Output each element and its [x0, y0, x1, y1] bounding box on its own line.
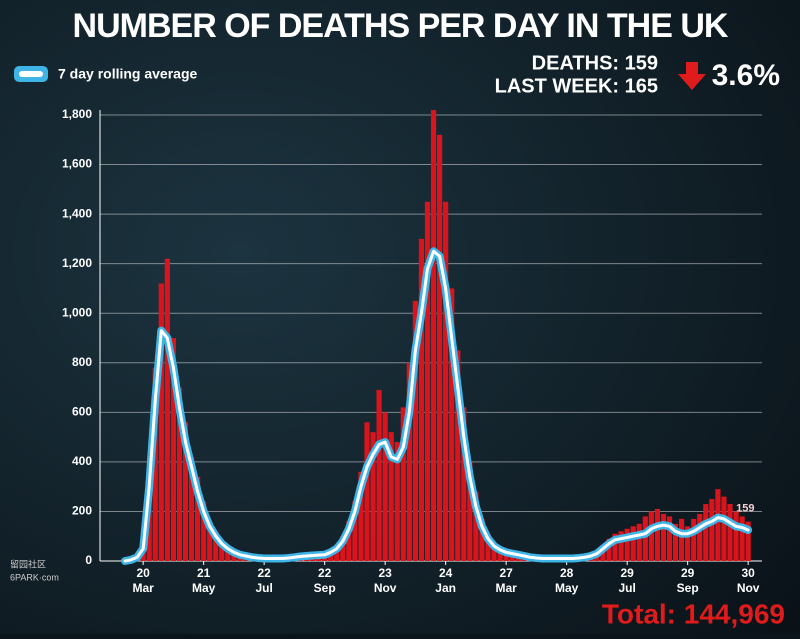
y-tick-label: 800 — [72, 355, 92, 369]
bar — [643, 516, 648, 561]
bar — [733, 511, 738, 561]
bar — [159, 283, 164, 561]
bar — [703, 504, 708, 561]
bar — [437, 135, 442, 561]
bar — [377, 390, 382, 561]
x-tick-label: 22 — [257, 566, 271, 580]
y-tick-label: 0 — [85, 553, 92, 567]
bar — [443, 202, 448, 561]
bar — [721, 497, 726, 561]
bar — [655, 509, 660, 561]
watermark: 留园社区 — [10, 558, 46, 569]
value-label: 159 — [736, 503, 754, 515]
legend-swatch-inner — [19, 71, 43, 77]
last-week-stat: LAST WEEK: 165 — [495, 75, 658, 97]
bar — [631, 526, 636, 561]
x-tick-label: 24 — [439, 566, 453, 580]
change-stat: 3.6% — [712, 59, 780, 92]
y-tick-label: 1,800 — [62, 107, 92, 121]
legend-label: 7 day rolling average — [58, 66, 197, 82]
y-tick-label: 1,400 — [62, 206, 92, 220]
y-tick-label: 600 — [72, 405, 92, 419]
watermark: 6PARK·com — [10, 572, 59, 582]
bar — [715, 489, 720, 561]
x-tick-label: May — [192, 581, 216, 595]
x-tick-label: Jul — [618, 581, 635, 595]
x-tick-label: Nov — [374, 581, 397, 595]
y-tick-label: 1,600 — [62, 157, 92, 171]
bar — [691, 519, 696, 561]
chart-title: NUMBER OF DEATHS PER DAY IN THE UK — [73, 7, 729, 45]
bar — [431, 110, 436, 561]
bar — [661, 514, 666, 561]
x-tick-label: 20 — [136, 566, 150, 580]
x-tick-label: Sep — [314, 581, 336, 595]
x-tick-label: 29 — [681, 566, 695, 580]
x-tick-label: 23 — [378, 566, 392, 580]
y-tick-label: 1,000 — [62, 305, 92, 319]
bar — [709, 499, 714, 561]
bar — [697, 514, 702, 561]
deaths-stat: DEATHS: 159 — [532, 52, 658, 74]
x-tick-label: Nov — [737, 581, 760, 595]
bar — [364, 422, 369, 561]
x-tick-label: Jul — [255, 581, 272, 595]
bar — [679, 519, 684, 561]
x-tick-label: 21 — [197, 566, 211, 580]
x-tick-label: Mar — [495, 581, 517, 595]
bar — [649, 511, 654, 561]
y-tick-label: 400 — [72, 454, 92, 468]
x-tick-label: May — [555, 581, 579, 595]
x-tick-label: 28 — [560, 566, 574, 580]
bar — [637, 524, 642, 561]
x-tick-label: 30 — [741, 566, 755, 580]
x-tick-label: 29 — [620, 566, 634, 580]
x-tick-label: Jan — [435, 581, 456, 595]
bar — [727, 504, 732, 561]
y-tick-label: 200 — [72, 504, 92, 518]
x-tick-label: 22 — [318, 566, 332, 580]
x-tick-label: Sep — [677, 581, 699, 595]
bar — [383, 412, 388, 561]
bar — [165, 259, 170, 561]
total: Total: 144,969 — [602, 598, 785, 629]
y-tick-label: 1,200 — [62, 256, 92, 270]
x-tick-label: 27 — [499, 566, 513, 580]
x-tick-label: Mar — [132, 581, 154, 595]
